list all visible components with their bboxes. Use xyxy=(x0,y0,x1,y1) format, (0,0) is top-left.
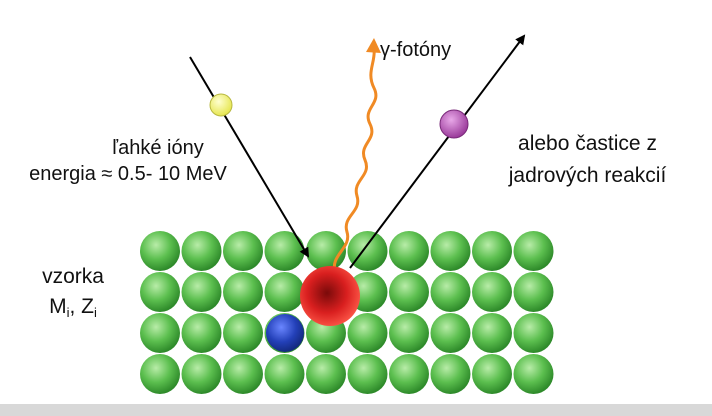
reaction-particle-arrow xyxy=(349,34,526,269)
bottom-bar xyxy=(0,404,712,416)
lattice-atom xyxy=(513,354,554,394)
lattice-atom xyxy=(513,313,554,353)
reaction-particles-label: alebo častice z jadrových reakcií xyxy=(480,128,695,192)
lattice-atom xyxy=(264,354,305,394)
lattice-atom xyxy=(430,354,471,394)
lattice-atom xyxy=(181,354,222,394)
lattice-atom xyxy=(347,231,388,271)
sample-mass-symbol: M xyxy=(49,295,67,318)
lattice-atom xyxy=(223,231,263,271)
reaction-particle-dot xyxy=(439,109,469,139)
ions-label-line2: energia ≈ 0.5- 10 MeV xyxy=(29,163,227,185)
lattice-atom xyxy=(264,231,305,271)
incident-ions-label: ľahké ióny energia ≈ 0.5- 10 MeV xyxy=(29,135,248,187)
lattice-atom xyxy=(430,313,471,353)
sample-separator: , xyxy=(69,295,82,318)
sample-label: vzorka Mi, Zi xyxy=(28,262,118,328)
lattice-atom xyxy=(430,272,471,312)
lattice-atom xyxy=(389,272,429,312)
photons-text: -fotóny xyxy=(390,39,452,61)
gamma-photons-label: γ-fotóny xyxy=(380,37,451,63)
lattice-atom xyxy=(472,354,512,394)
target-nucleus xyxy=(300,266,360,326)
lattice-atom xyxy=(223,354,263,394)
lattice-atom xyxy=(264,272,305,312)
lattice-atom xyxy=(347,354,388,394)
lattice-atom xyxy=(140,231,180,271)
lattice-atom xyxy=(472,313,512,353)
lattice-atom xyxy=(513,231,554,271)
lattice-atom xyxy=(140,313,180,353)
lattice-atom xyxy=(306,354,346,394)
lattice-atom xyxy=(140,272,180,312)
incident-ion-arrow xyxy=(189,56,310,258)
gamma-photon-wave xyxy=(332,47,378,273)
sample-charge-sub: i xyxy=(94,305,97,320)
lattice-atom xyxy=(472,272,512,312)
sample-mass-sub: i xyxy=(66,305,70,320)
displaced-atom xyxy=(266,314,304,352)
reaction-label-line1: alebo častice z xyxy=(518,132,657,155)
gamma-photon-arrowhead xyxy=(366,38,381,53)
reaction-label-line2: jadrových reakcií xyxy=(508,164,667,187)
incident-ion-dot xyxy=(209,93,233,117)
lattice-atom xyxy=(389,313,429,353)
lattice-atom xyxy=(140,354,180,394)
lattice-atom xyxy=(430,231,471,271)
lattice-atom xyxy=(389,354,429,394)
ions-label-line1: ľahké ióny xyxy=(112,137,204,159)
lattice-atom xyxy=(513,272,554,312)
gamma-symbol: γ xyxy=(380,39,390,61)
lattice-atom xyxy=(181,313,222,353)
lattice-atom xyxy=(347,313,388,353)
lattice-atom xyxy=(223,313,263,353)
lattice-atom xyxy=(181,272,222,312)
sample-charge-symbol: Z xyxy=(81,295,94,318)
sample-label-line1: vzorka xyxy=(42,265,104,288)
lattice-atom xyxy=(223,272,263,312)
lattice-atom xyxy=(472,231,512,271)
lattice-atom xyxy=(181,231,222,271)
lattice-atom xyxy=(389,231,429,271)
